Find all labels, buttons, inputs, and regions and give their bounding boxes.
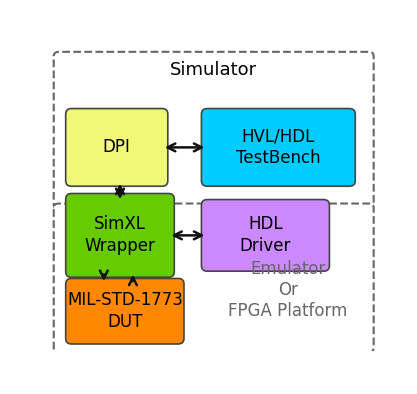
Text: Simulator: Simulator bbox=[170, 61, 257, 79]
FancyBboxPatch shape bbox=[66, 109, 168, 186]
Text: Emulator
Or
FPGA Platform: Emulator Or FPGA Platform bbox=[229, 260, 348, 320]
FancyBboxPatch shape bbox=[201, 200, 329, 271]
Text: MIL-STD-1773
DUT: MIL-STD-1773 DUT bbox=[67, 291, 183, 331]
FancyBboxPatch shape bbox=[54, 52, 374, 210]
Text: SimXL
Wrapper: SimXL Wrapper bbox=[85, 215, 156, 255]
FancyBboxPatch shape bbox=[66, 279, 184, 344]
FancyBboxPatch shape bbox=[66, 193, 174, 277]
FancyBboxPatch shape bbox=[201, 109, 355, 186]
Text: DPI: DPI bbox=[103, 138, 131, 156]
Text: HVL/HDL
TestBench: HVL/HDL TestBench bbox=[236, 127, 321, 167]
FancyBboxPatch shape bbox=[54, 204, 374, 352]
Text: HDL
Driver: HDL Driver bbox=[240, 215, 291, 255]
